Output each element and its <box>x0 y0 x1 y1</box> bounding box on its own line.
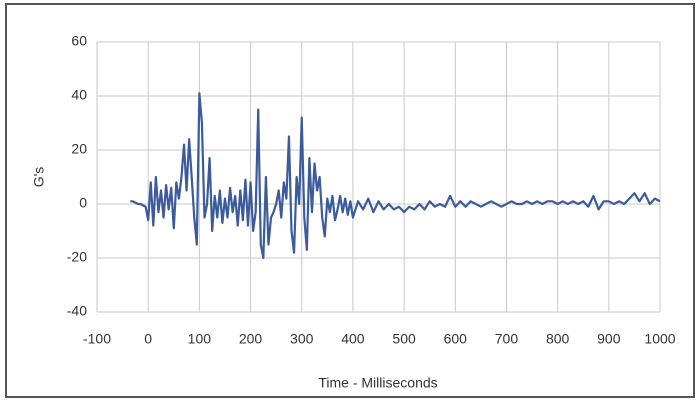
data-line <box>130 92 661 260</box>
x-tick-label: 600 <box>444 331 468 347</box>
x-tick-label: 400 <box>341 331 365 347</box>
y-tick-label: 60 <box>71 33 87 49</box>
x-tick-label: 200 <box>239 331 263 347</box>
x-tick-label: 1000 <box>644 331 675 347</box>
y-tick-label: 0 <box>79 195 87 211</box>
y-tick-label: 20 <box>71 141 87 157</box>
x-tick-label: 900 <box>597 331 621 347</box>
x-tick-label: -100 <box>83 331 111 347</box>
y-axis-label: G's <box>31 167 47 188</box>
frame <box>5 3 695 398</box>
y-tick-label: -40 <box>67 303 87 319</box>
x-tick-label: 800 <box>546 331 570 347</box>
x-tick-label: 100 <box>188 331 212 347</box>
y-tick-label: -20 <box>67 249 87 265</box>
x-tick-label: 0 <box>144 331 152 347</box>
y-tick-label: 40 <box>71 87 87 103</box>
x-tick-label: 500 <box>392 331 416 347</box>
x-tick-label: 700 <box>495 331 519 347</box>
x-tick-label: 300 <box>290 331 314 347</box>
x-axis-label: Time - Milliseconds <box>318 375 437 391</box>
